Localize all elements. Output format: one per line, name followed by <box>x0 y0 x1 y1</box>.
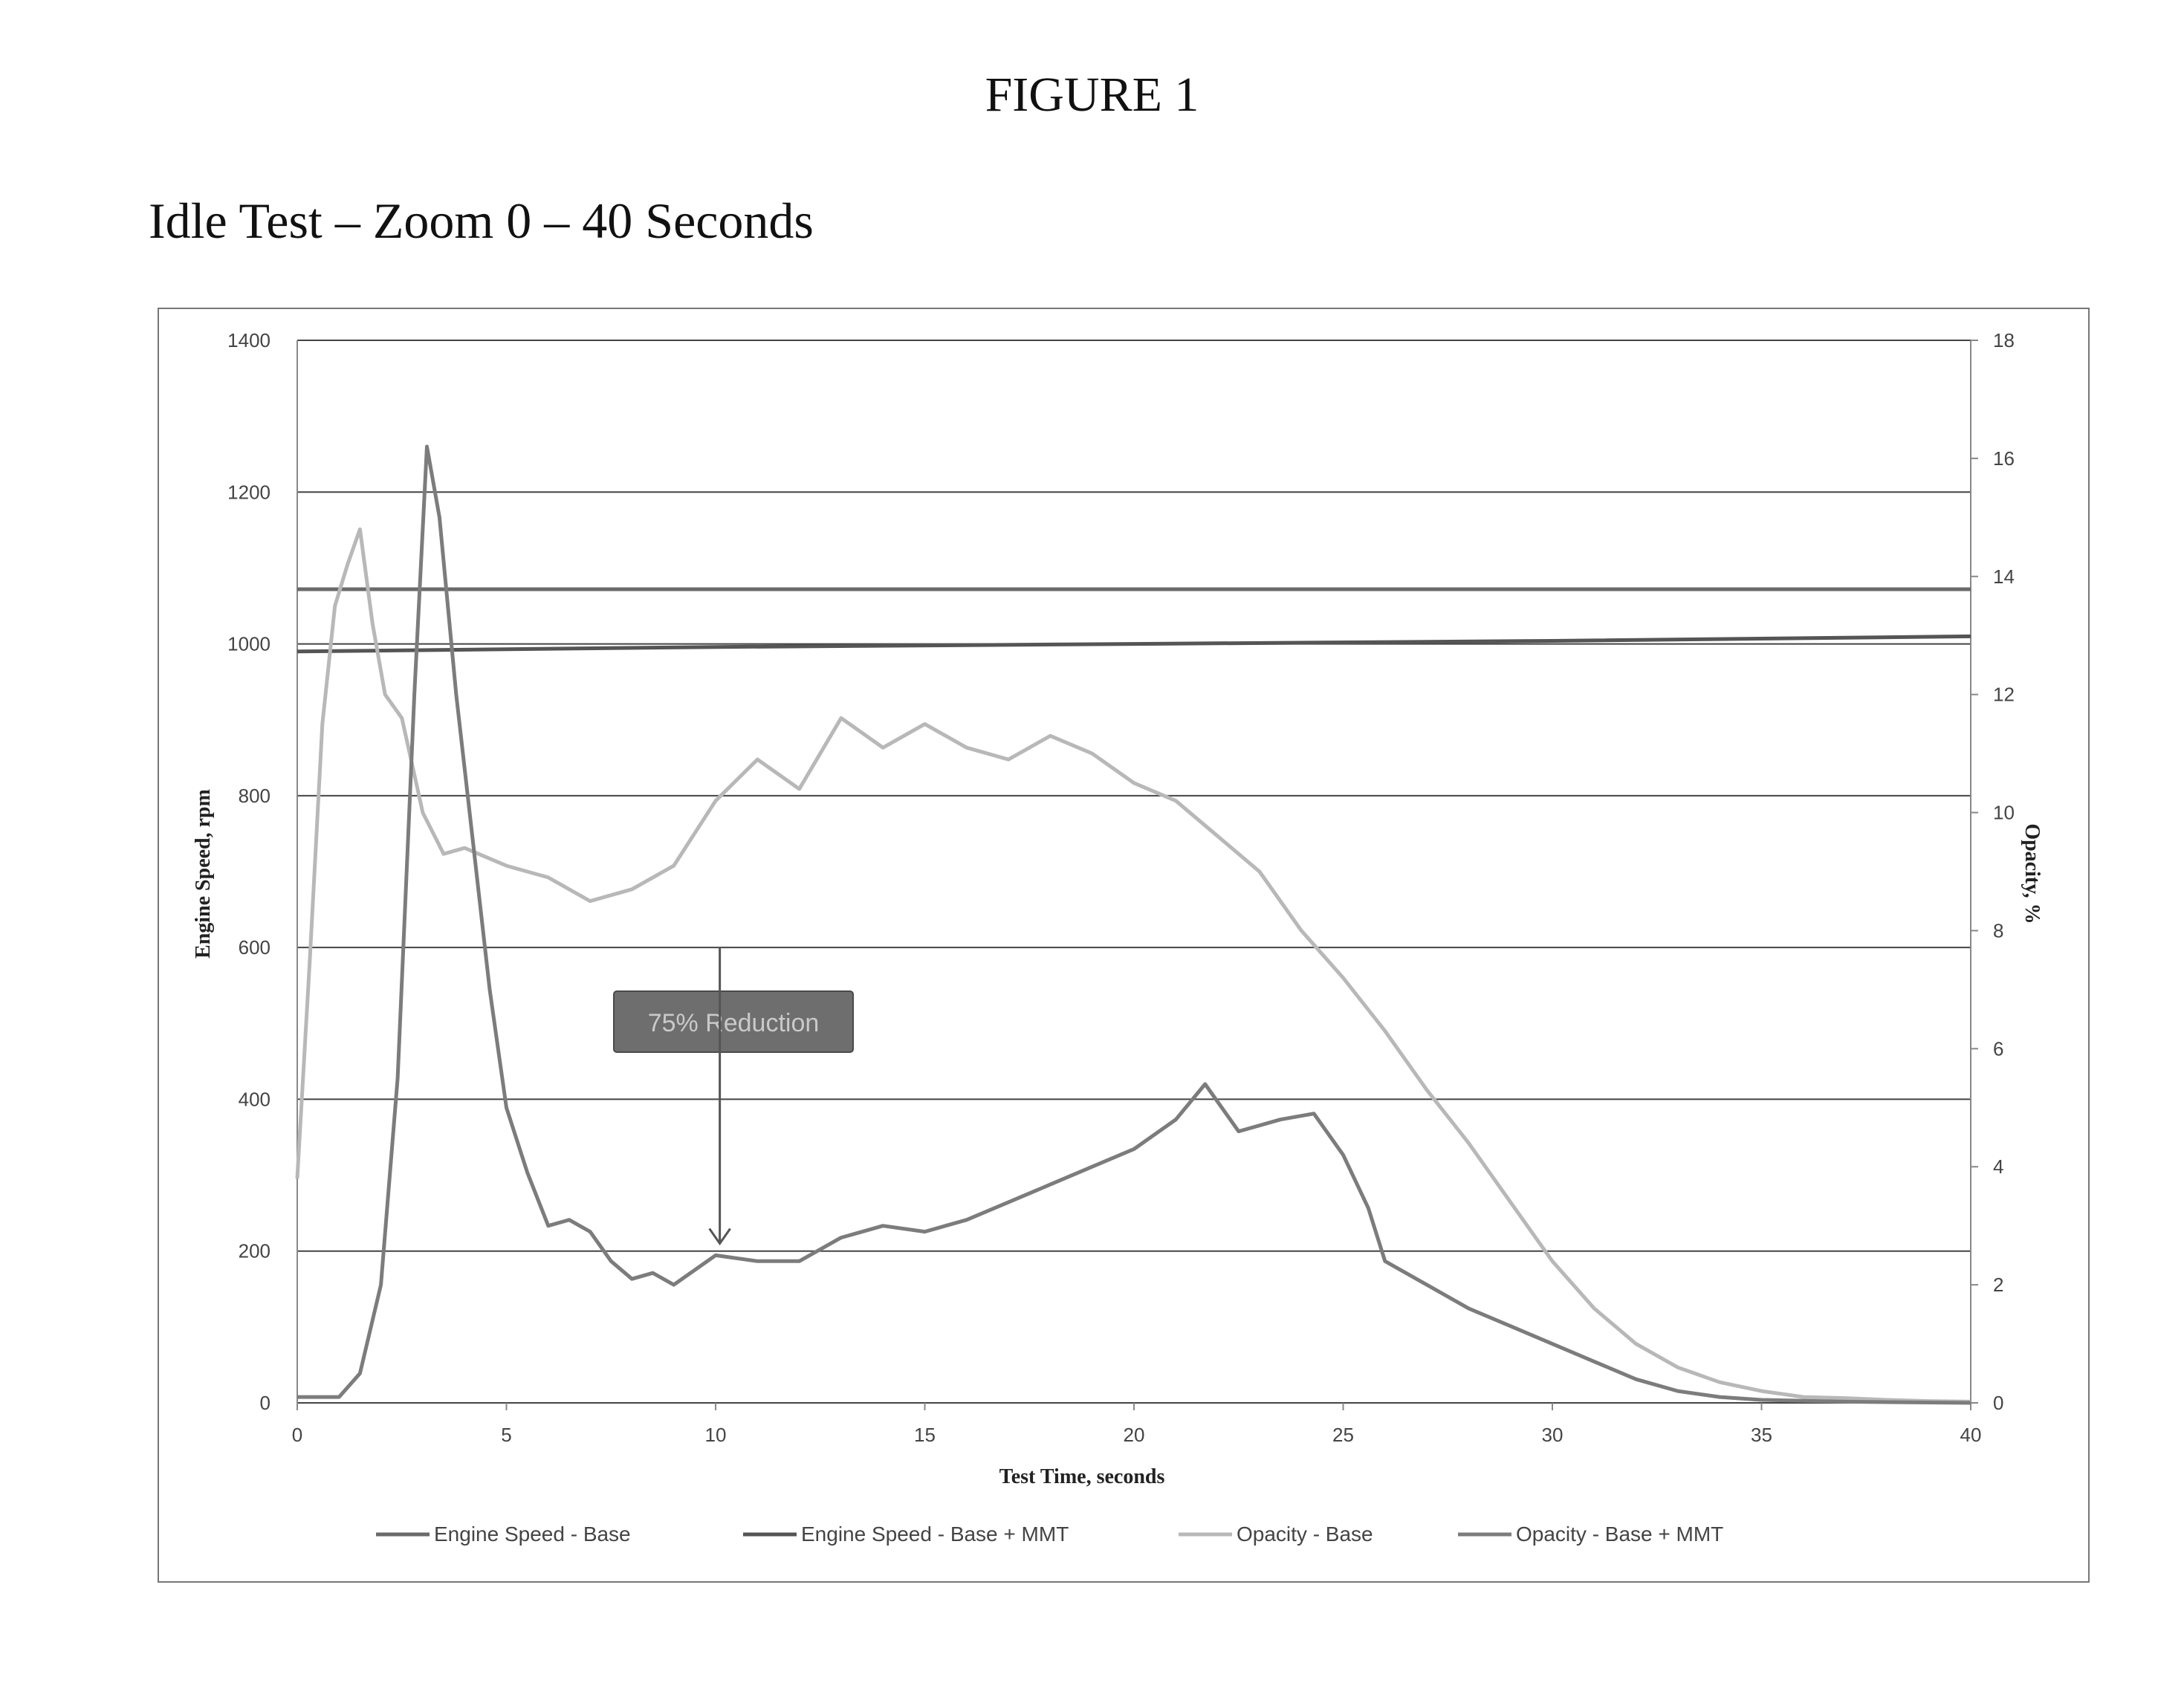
y-tick-label: 200 <box>239 1240 270 1262</box>
y2-tick-label: 4 <box>1993 1155 2003 1178</box>
y2-tick-label: 0 <box>1993 1392 2003 1414</box>
x-axis-title: Test Time, seconds <box>999 1465 1165 1488</box>
y-tick-label: 400 <box>239 1088 270 1110</box>
y2-axis-title: Opacity, % <box>2021 823 2044 924</box>
x-tick-label: 40 <box>1960 1424 1982 1446</box>
y-tick-label: 1000 <box>227 633 270 655</box>
y-tick-label: 600 <box>239 936 270 959</box>
y2-tick-label: 10 <box>1993 802 2015 824</box>
legend-label: Engine Speed - Base <box>434 1523 631 1546</box>
figure-title: FIGURE 1 <box>0 67 2184 123</box>
chart-heading: Idle Test – Zoom 0 – 40 Seconds <box>149 192 814 250</box>
reduction-annotation-label: 75% Reduction <box>648 1009 820 1037</box>
y-tick-label: 1200 <box>227 481 270 503</box>
x-tick-label: 0 <box>292 1424 302 1446</box>
y2-tick-label: 14 <box>1993 565 2015 588</box>
legend-label: Engine Speed - Base + MMT <box>801 1523 1069 1546</box>
x-tick-label: 15 <box>914 1424 936 1446</box>
y2-tick-label: 16 <box>1993 447 2015 470</box>
y2-tick-label: 12 <box>1993 684 2015 706</box>
y-tick-label: 1400 <box>227 329 270 351</box>
x-tick-label: 5 <box>501 1424 511 1446</box>
y2-tick-label: 8 <box>1993 919 2003 941</box>
x-tick-label: 35 <box>1751 1424 1772 1446</box>
line-chart: 0200400600800100012001400024681012141618… <box>159 309 2091 1584</box>
x-tick-label: 30 <box>1542 1424 1564 1446</box>
y-tick-label: 800 <box>239 785 270 807</box>
y-axis-title: Engine Speed, rpm <box>192 789 215 959</box>
legend-label: Opacity - Base <box>1237 1523 1373 1546</box>
y2-tick-label: 6 <box>1993 1037 2003 1060</box>
legend-label: Opacity - Base + MMT <box>1516 1523 1723 1546</box>
y2-tick-label: 18 <box>1993 329 2015 351</box>
chart-frame: 0200400600800100012001400024681012141618… <box>158 308 2090 1583</box>
y-tick-label: 0 <box>260 1392 270 1414</box>
x-tick-label: 10 <box>705 1424 727 1446</box>
x-tick-label: 20 <box>1124 1424 1145 1446</box>
y2-tick-label: 2 <box>1993 1274 2003 1296</box>
series-opacity-base <box>297 529 1971 1401</box>
x-tick-label: 25 <box>1332 1424 1354 1446</box>
